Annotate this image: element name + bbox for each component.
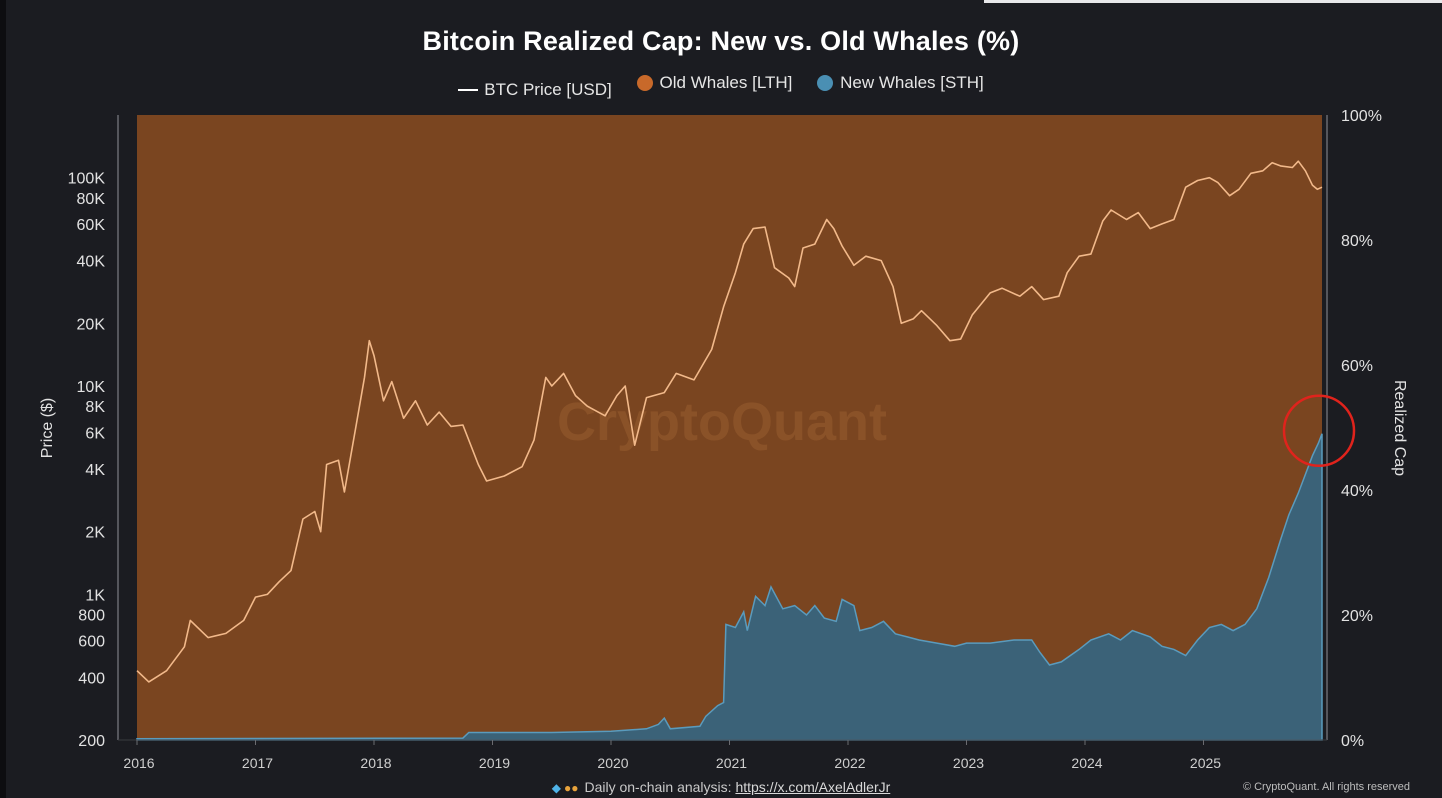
y-right-tick-label: 80% xyxy=(1341,233,1373,250)
y-left-tick-label: 200 xyxy=(78,733,105,750)
chart-title: Bitcoin Realized Cap: New vs. Old Whales… xyxy=(422,26,1020,56)
y-left-tick-label: 100K xyxy=(68,171,106,188)
x-tick-label: 2023 xyxy=(953,755,984,771)
y-left-tick-label: 400 xyxy=(78,670,105,687)
y-left-tick-label: 2K xyxy=(85,525,105,542)
footer: ◆ ●● Daily on-chain analysis: https://x.co… xyxy=(0,779,1442,795)
x-tick-label: 2024 xyxy=(1071,755,1102,771)
legend-label-price: BTC Price [USD] xyxy=(484,80,612,99)
y-left-tick-label: 40K xyxy=(77,254,106,271)
x-tick-label: 2022 xyxy=(834,755,865,771)
legend-label-old-whales: Old Whales [LTH] xyxy=(659,73,793,92)
y-left-tick-label: 4K xyxy=(85,462,105,479)
x-tick-label: 2020 xyxy=(597,755,628,771)
y-left-tick-label: 1K xyxy=(85,587,105,604)
y-left-axis-label: Price ($) xyxy=(39,398,56,458)
footer-text: Daily on-chain analysis: xyxy=(584,779,736,795)
x-tick-label: 2019 xyxy=(479,755,510,771)
y-right-tick-label: 40% xyxy=(1341,483,1373,500)
y-right-tick-label: 60% xyxy=(1341,358,1373,375)
frame-edge xyxy=(0,0,6,798)
orange-dot-icon xyxy=(636,75,653,91)
x-tick-label: 2016 xyxy=(123,755,154,771)
y-left-tick-label: 6K xyxy=(85,425,105,442)
copyright: © CryptoQuant. All rights reserved xyxy=(1242,781,1410,793)
y-left-tick-label: 8K xyxy=(85,399,105,416)
diamond-icon: ◆ xyxy=(551,781,561,795)
legend-item-old-whales[interactable]: Old Whales [LTH] xyxy=(636,73,793,93)
y-left-tick-label: 80K xyxy=(77,191,106,208)
y-right-tick-label: 20% xyxy=(1341,608,1373,625)
highlight-circle xyxy=(1282,394,1356,467)
legend: BTC Price [USD] Old Whales [LTH] New Wha… xyxy=(0,73,1442,100)
hands-icon: ●● xyxy=(563,781,579,795)
y-left-tick-label: 60K xyxy=(77,217,106,234)
legend-item-new-whales[interactable]: New Whales [STH] xyxy=(817,73,984,93)
btc-price-line xyxy=(136,160,1323,683)
legend-item-price[interactable]: BTC Price [USD] xyxy=(458,80,612,100)
y-left-tick-label: 800 xyxy=(78,608,105,625)
y-left-tick-label: 20K xyxy=(77,316,106,333)
x-tick-label: 2017 xyxy=(242,755,273,771)
blue-dot-icon xyxy=(817,75,834,91)
new-whales-area xyxy=(136,433,1323,741)
watermark: CryptoQuant xyxy=(557,392,887,452)
y-right-tick-label: 100% xyxy=(1341,108,1382,125)
x-tick-label: 2018 xyxy=(360,755,391,771)
x-tick-label: 2025 xyxy=(1190,755,1221,771)
y-left-tick-label: 600 xyxy=(78,634,105,651)
line-swatch-icon xyxy=(458,89,479,91)
y-right-tick-label: 0% xyxy=(1341,733,1364,750)
y-left-tick-label: 10K xyxy=(77,379,106,396)
y-right-axis-label: Realized Cap xyxy=(1391,380,1408,476)
footer-link[interactable]: https://x.com/AxelAdlerJr xyxy=(735,779,891,795)
frame-edge-top xyxy=(984,0,1442,3)
x-tick-label: 2021 xyxy=(716,755,747,771)
legend-label-new-whales: New Whales [STH] xyxy=(840,73,984,92)
